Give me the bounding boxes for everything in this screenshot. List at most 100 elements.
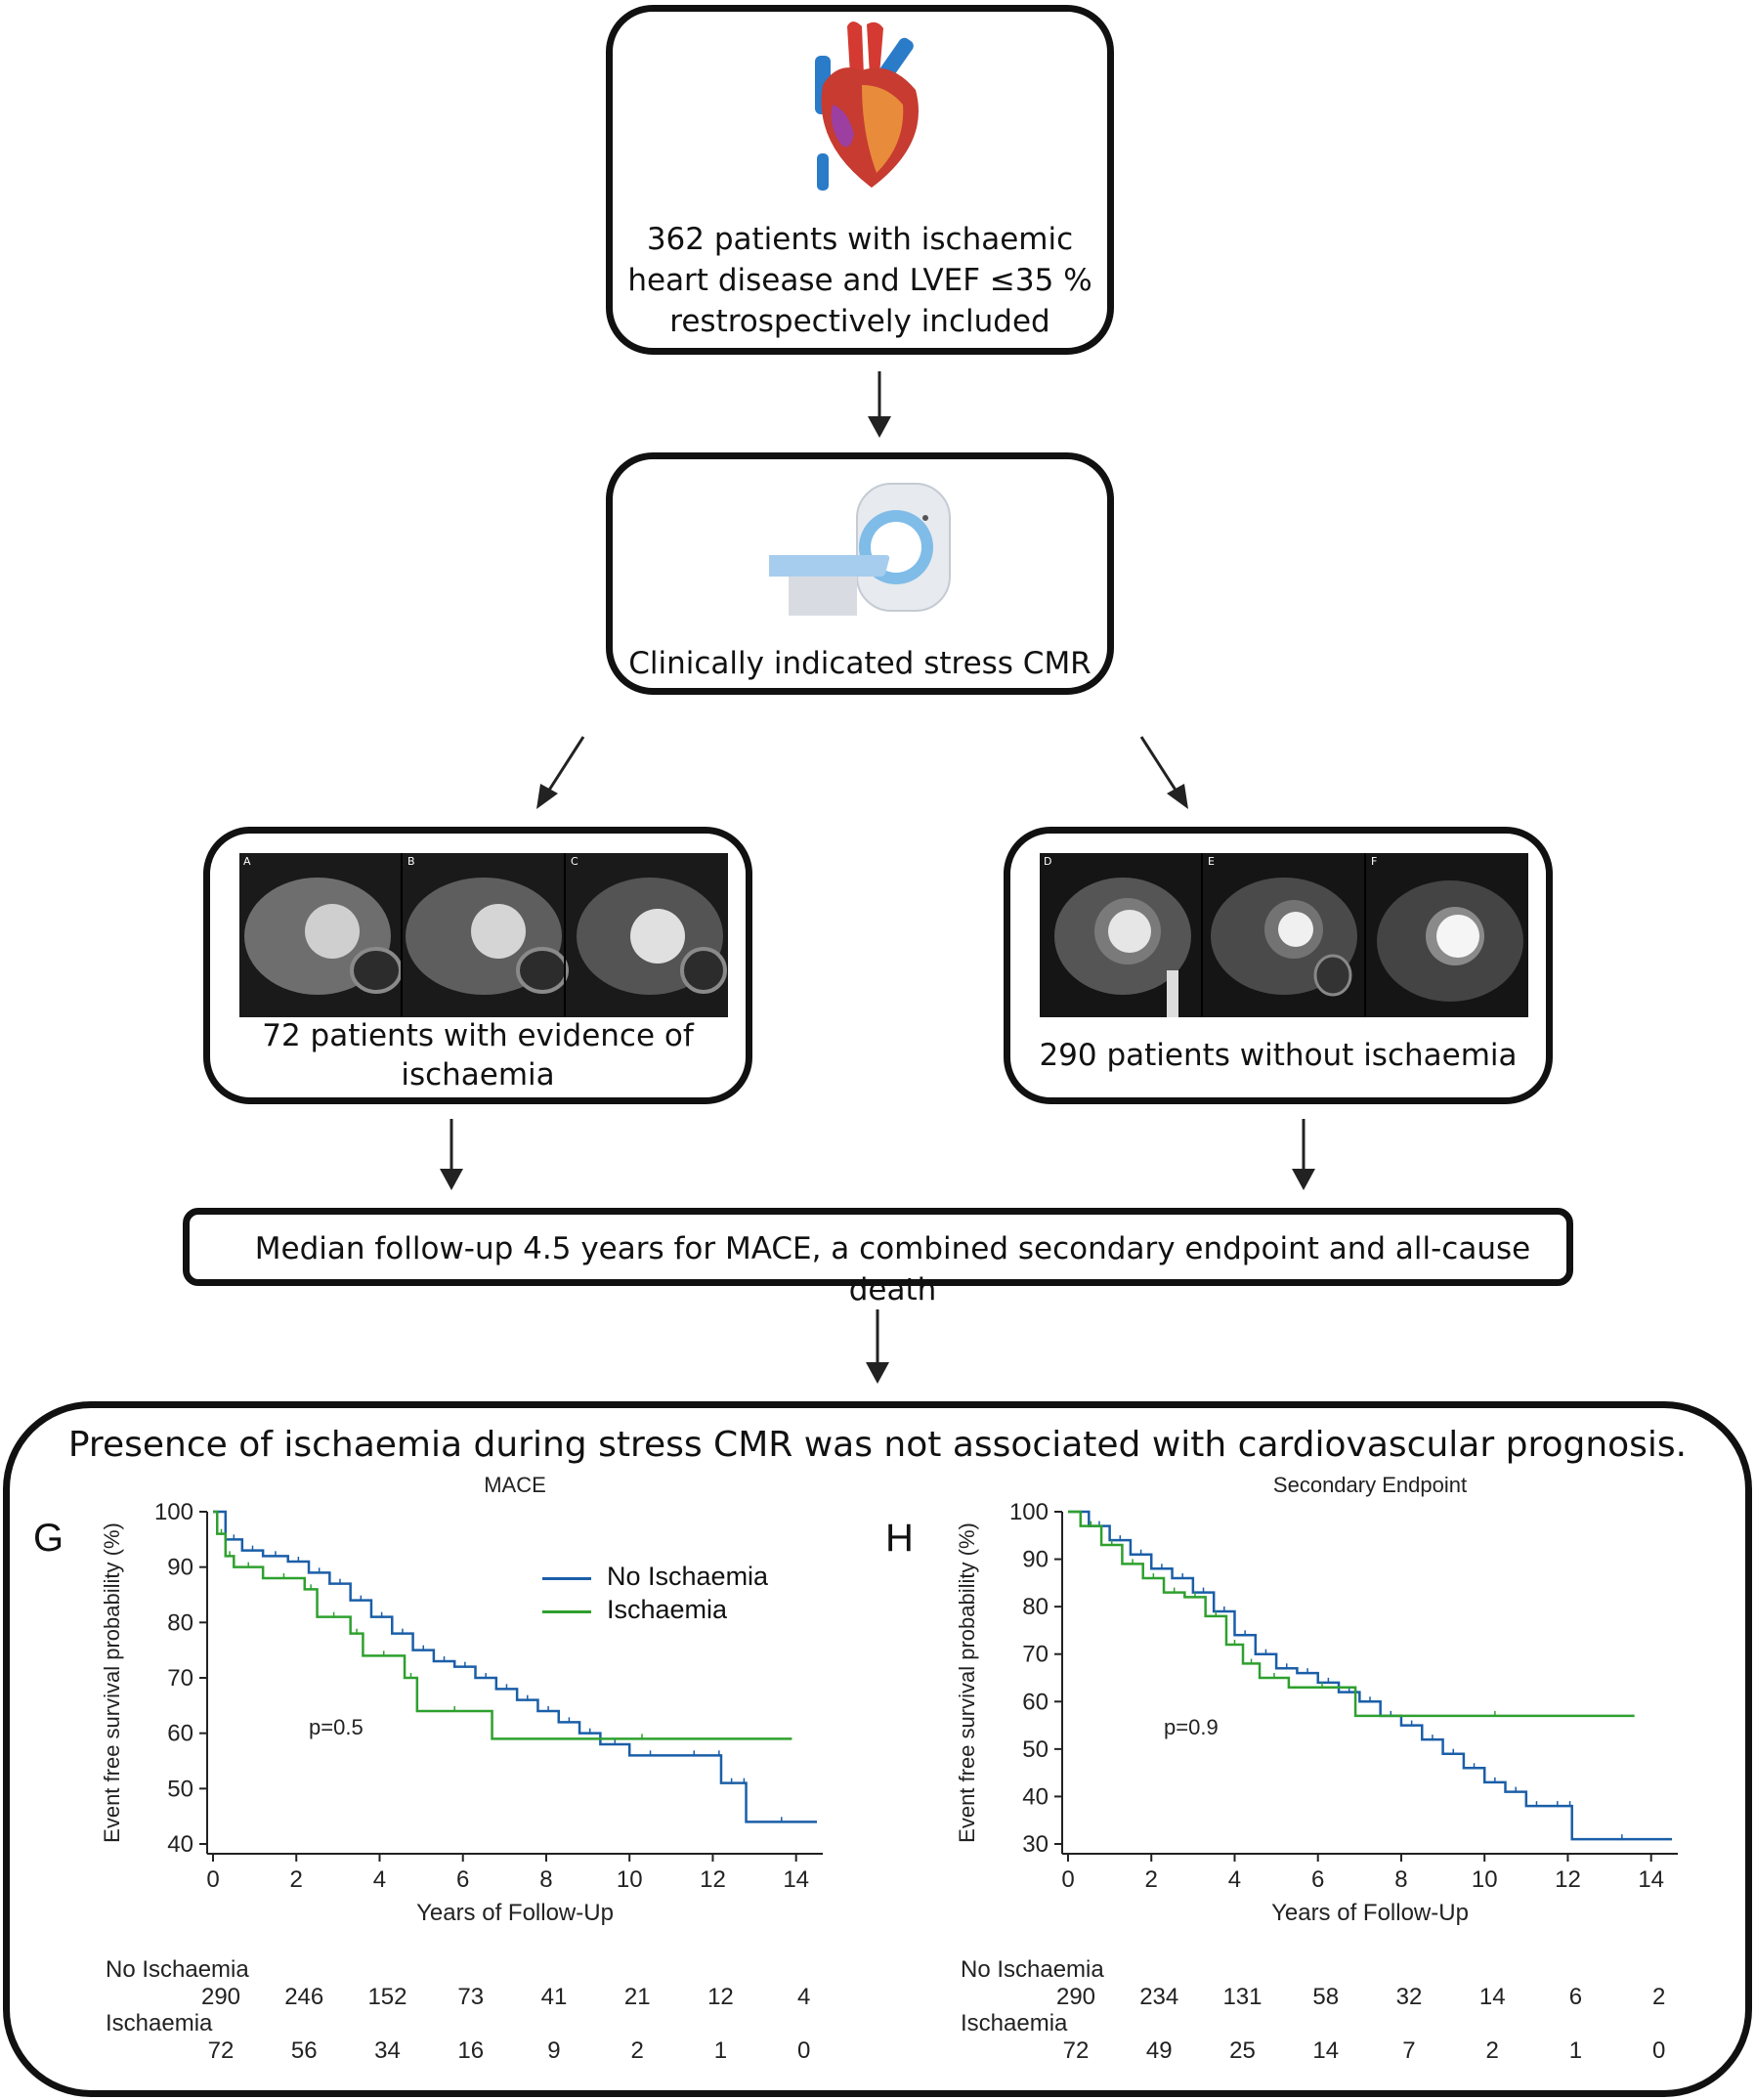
y-tick-label: 70 [167,1665,193,1692]
series-ischaemia [213,1510,792,1740]
panel-label-d: D [1044,855,1052,868]
risk-row-no-ischaemia: 290 246 152 73 41 21 12 4 [106,1984,848,2013]
risk-count: 1 [713,2037,728,2064]
risk-count: 14 [1312,2037,1340,2064]
y-axis-label: Event free survival probability (%) [100,1522,124,1843]
arrow-down-icon [440,1119,463,1190]
enrollment-text-1: 362 patients with ischaemic [646,222,1074,257]
mri-image-ischaemia: A B C [239,853,728,1017]
x-tick-label: 10 [617,1866,643,1893]
x-tick-label: 14 [783,1866,809,1893]
risk-count: 7 [1402,2037,1416,2064]
enrollment-text-2: heart disease and LVEF ≤35 % [627,263,1092,298]
risk-table-secondary: No Ischaemia 290 234 131 58 32 14 6 2 Ischaemia… [961,1956,1703,2074]
risk-count: 12 [707,1984,734,2010]
risk-count: 16 [457,2037,485,2064]
risk-count: 58 [1312,1984,1340,2010]
legend-line-ischaemia [542,1610,591,1613]
follow-up-text: Median follow-up 4.5 years for MACE, a c… [254,1231,1531,1307]
y-tick-label: 50 [167,1776,193,1802]
risk-count: 25 [1229,2037,1256,2064]
series-no-ischaemia [213,1510,817,1823]
risk-count: 73 [457,1984,485,2010]
ischaemia-group-box: A B C 72 patients with evidence of ischa… [203,827,752,1104]
risk-count: 56 [290,2037,318,2064]
ischaemia-group-text-1: 72 patients with evidence of [262,1018,694,1053]
y-tick-label: 100 [1009,1499,1049,1525]
chart-title: Secondary Endpoint [1273,1473,1467,1497]
p-value-annotation: p=0.9 [1164,1715,1219,1739]
ischaemia-group-text-2: ischaemia [401,1057,555,1093]
mri-image-no-ischaemia: D E F [1040,853,1528,1017]
enrollment-text-3: restrospectively included [669,304,1050,339]
y-tick-label: 30 [1022,1831,1049,1858]
risk-row-no-ischaemia: 290 234 131 58 32 14 6 2 [961,1984,1703,2013]
series-no-ischaemia [1068,1510,1672,1841]
risk-count: 72 [1062,2037,1090,2064]
risk-count: 2 [630,2037,644,2064]
x-tick-label: 14 [1638,1866,1664,1893]
y-tick-label: 90 [1022,1547,1049,1573]
x-tick-label: 8 [539,1866,552,1893]
legend-label-no-ischaemia: No Ischaemia [607,1562,769,1591]
panel-label-e: E [1208,855,1215,868]
x-tick-label: 0 [206,1866,219,1893]
y-tick-label: 80 [167,1609,193,1636]
legend-line-no-ischaemia [542,1577,591,1580]
risk-count: 72 [207,2037,235,2064]
panel-label-b: B [407,855,415,868]
stress-cmr-label: Clinically indicated stress CMR [628,646,1092,681]
risk-row-ischaemia: 72 49 25 14 7 2 1 0 [961,2037,1703,2067]
no-ischaemia-group-box: D E F 290 patients without ischaemia [1004,827,1553,1104]
risk-count: 2 [1485,2037,1499,2064]
x-tick-label: 6 [1311,1866,1324,1893]
x-axis-label: Years of Follow-Up [416,1900,614,1926]
arrow-down-left-icon [536,736,585,809]
risk-count: 9 [547,2037,561,2064]
x-tick-label: 4 [1228,1866,1241,1893]
x-tick-label: 4 [373,1866,386,1893]
chart-title: MACE [484,1473,546,1497]
risk-table-mace: No Ischaemia 290 246 152 73 41 21 12 4 Ischaemi… [106,1956,848,2074]
arrow-down-right-icon [1139,736,1188,809]
no-ischaemia-group-text: 290 patients without ischaemia [1039,1038,1518,1073]
panel-letter-h: H [885,1517,914,1560]
follow-up-box: Median follow-up 4.5 years for MACE, a c… [183,1208,1573,1307]
x-tick-label: 2 [290,1866,303,1893]
y-tick-label: 60 [1022,1689,1049,1715]
results-title: Presence of ischaemia during stress CMR … [67,1425,1688,1465]
heart-icon [793,17,930,193]
risk-count: 1 [1568,2037,1583,2064]
panel-label-a: A [243,855,251,868]
y-tick-label: 40 [167,1831,193,1858]
series-ischaemia [1068,1510,1635,1718]
risk-group-label: No Ischaemia [961,1956,1104,1983]
y-tick-label: 40 [1022,1783,1049,1810]
y-tick-label: 90 [167,1555,193,1581]
risk-group-label: No Ischaemia [106,1956,249,1983]
risk-count: 290 [200,1984,241,2010]
x-axis-label: Years of Follow-Up [1271,1900,1469,1926]
p-value-annotation: p=0.5 [309,1715,364,1739]
stress-cmr-box: Clinically indicated stress CMR [606,452,1114,695]
chart-secondary-endpoint: Secondary Endpoint 30 40 50 60 70 80 90 100 0 2 4 6 8… [953,1471,1695,1930]
risk-group-label: Ischaemia [961,2010,1068,2036]
chart-legend: No Ischaemia Ischaemia [542,1562,796,1630]
arrow-down-icon [1292,1119,1315,1190]
y-tick-label: 100 [154,1499,193,1525]
arrow-down-icon [866,1309,889,1384]
x-tick-label: 8 [1394,1866,1407,1893]
x-tick-label: 10 [1472,1866,1498,1893]
panel-label-f: F [1371,855,1378,868]
y-tick-label: 70 [1022,1642,1049,1668]
x-tick-label: 6 [456,1866,469,1893]
panel-letter-g: G [33,1517,64,1560]
risk-count: 41 [540,1984,568,2010]
chart-mace: MACE 40 50 60 70 80 90 100 0 2 4 6 8 10 12 14 Years of F… [98,1471,840,1930]
x-tick-label: 0 [1061,1866,1074,1893]
risk-count: 4 [797,1984,811,2010]
risk-count: 49 [1145,2037,1173,2064]
risk-count: 2 [1652,1984,1666,2010]
risk-count: 0 [797,2037,811,2064]
x-tick-label: 2 [1145,1866,1158,1893]
